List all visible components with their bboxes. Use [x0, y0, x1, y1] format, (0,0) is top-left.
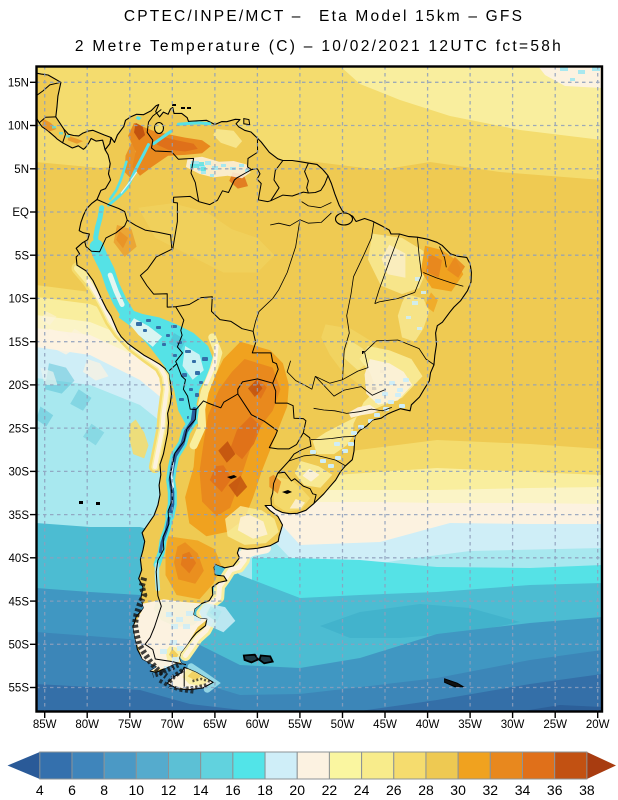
- svg-text:75W: 75W: [118, 719, 142, 731]
- svg-text:12: 12: [161, 782, 177, 798]
- svg-text:80W: 80W: [75, 719, 99, 731]
- svg-text:10S: 10S: [9, 294, 30, 306]
- svg-text:45S: 45S: [9, 596, 30, 608]
- svg-text:30: 30: [450, 782, 466, 798]
- svg-text:38: 38: [579, 782, 595, 798]
- svg-text:35S: 35S: [9, 510, 30, 522]
- svg-text:22: 22: [322, 782, 338, 798]
- svg-text:20S: 20S: [9, 380, 30, 392]
- svg-text:40W: 40W: [416, 719, 440, 731]
- svg-text:4: 4: [36, 782, 44, 798]
- svg-text:85W: 85W: [33, 719, 57, 731]
- svg-text:40S: 40S: [9, 553, 30, 565]
- svg-text:30W: 30W: [501, 719, 525, 731]
- svg-text:25W: 25W: [543, 719, 567, 731]
- svg-text:6: 6: [68, 782, 76, 798]
- svg-text:20W: 20W: [586, 719, 610, 731]
- svg-text:5S: 5S: [15, 250, 29, 262]
- svg-text:15N: 15N: [8, 78, 29, 90]
- svg-text:26: 26: [386, 782, 402, 798]
- svg-text:24: 24: [354, 782, 370, 798]
- svg-text:32: 32: [483, 782, 499, 798]
- svg-text:15S: 15S: [9, 337, 30, 349]
- svg-text:16: 16: [225, 782, 241, 798]
- svg-text:EQ: EQ: [12, 207, 29, 219]
- svg-text:20: 20: [289, 782, 305, 798]
- svg-text:18: 18: [257, 782, 273, 798]
- svg-text:65W: 65W: [203, 719, 227, 731]
- svg-text:55W: 55W: [288, 719, 312, 731]
- svg-text:CPTEC/INPE/MCT – Eta Model 15: CPTEC/INPE/MCT – Eta Model 15km – GFS: [124, 8, 524, 25]
- svg-text:45W: 45W: [373, 719, 397, 731]
- svg-text:8: 8: [100, 782, 108, 798]
- svg-text:36: 36: [547, 782, 563, 798]
- svg-text:28: 28: [418, 782, 434, 798]
- svg-text:14: 14: [193, 782, 209, 798]
- svg-text:50W: 50W: [331, 719, 355, 731]
- svg-text:30S: 30S: [9, 467, 30, 479]
- svg-text:35W: 35W: [458, 719, 482, 731]
- svg-text:2 Metre Temperature (C) – 10/0: 2 Metre Temperature (C) – 10/02/2021 12U…: [75, 38, 563, 55]
- svg-text:50S: 50S: [9, 640, 30, 652]
- svg-text:70W: 70W: [160, 719, 184, 731]
- svg-text:34: 34: [515, 782, 531, 798]
- svg-text:60W: 60W: [246, 719, 270, 731]
- svg-text:10N: 10N: [8, 121, 29, 133]
- svg-text:5N: 5N: [14, 164, 29, 176]
- svg-text:25S: 25S: [9, 423, 30, 435]
- svg-text:10: 10: [129, 782, 145, 798]
- svg-text:55S: 55S: [9, 683, 30, 695]
